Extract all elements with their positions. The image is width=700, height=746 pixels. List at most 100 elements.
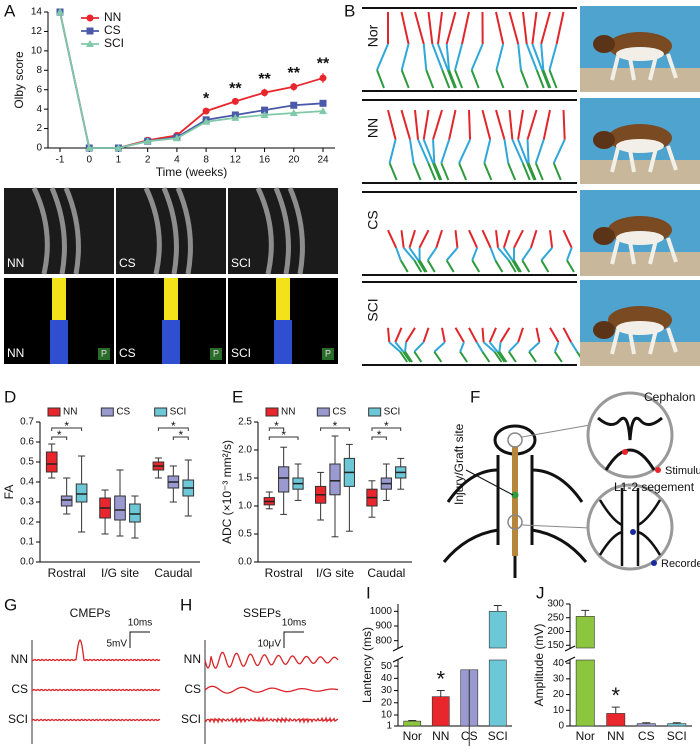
bar xyxy=(488,659,507,727)
marker xyxy=(290,101,298,109)
dog-belly xyxy=(616,321,664,335)
dog-legs xyxy=(610,53,678,81)
stick xyxy=(483,162,493,181)
stick xyxy=(437,43,449,71)
stick xyxy=(409,139,415,164)
stick xyxy=(517,327,524,343)
dog-head xyxy=(593,227,615,245)
marker-label: P xyxy=(325,348,331,358)
stick xyxy=(481,327,485,343)
series-line xyxy=(59,11,324,149)
legend-label: NN xyxy=(281,407,295,418)
zoom-line xyxy=(521,424,591,529)
stimulus-dot xyxy=(622,449,628,455)
stick xyxy=(432,139,436,164)
stick xyxy=(394,341,405,353)
dog-head xyxy=(593,131,615,149)
y-tick-label: 0.6 xyxy=(20,437,34,448)
marker xyxy=(261,106,269,114)
stick xyxy=(454,43,464,71)
panel-label: G xyxy=(4,595,17,614)
stick xyxy=(495,69,505,89)
stick xyxy=(499,327,511,343)
bracket xyxy=(268,436,299,440)
stick xyxy=(426,259,436,273)
trace xyxy=(204,715,339,724)
legend-dot xyxy=(655,467,661,473)
photo-floor xyxy=(580,68,700,92)
bar xyxy=(606,713,626,727)
stick xyxy=(431,43,444,71)
stick xyxy=(495,109,506,140)
panel-label: E xyxy=(232,387,243,406)
y-tick-label: 10 xyxy=(553,705,565,716)
stick xyxy=(468,327,478,343)
stick xyxy=(425,69,435,89)
legend-label: SCI xyxy=(170,407,187,418)
marker xyxy=(319,107,327,115)
annotation: * xyxy=(64,419,69,433)
error-bar xyxy=(642,722,651,724)
error-bar xyxy=(493,604,502,612)
image-label: CS xyxy=(119,346,136,360)
image-label: SCI xyxy=(231,346,251,360)
x-tick-label: I/G site xyxy=(101,566,139,580)
trace-label: NN xyxy=(184,652,201,666)
legend-swatch xyxy=(368,407,382,417)
stick xyxy=(394,327,403,343)
y-tick-label: 1 xyxy=(386,721,392,732)
y-tick-label: 150 xyxy=(547,640,564,651)
y-axis-label: Lantency (ms) xyxy=(360,627,374,703)
y-tick-label: 20 xyxy=(553,689,565,700)
label: Injury/Graft site xyxy=(452,423,466,505)
stick xyxy=(542,69,552,89)
stick xyxy=(441,327,446,343)
x-tick-label: Caudal xyxy=(367,566,405,580)
tract-yellow xyxy=(276,278,290,322)
marker xyxy=(319,74,327,82)
stick xyxy=(422,327,430,343)
bracket xyxy=(371,427,402,431)
bar xyxy=(667,723,687,727)
stick xyxy=(528,341,541,353)
annotation: * xyxy=(274,419,279,433)
legend-swatch xyxy=(154,407,168,417)
stick xyxy=(445,11,457,45)
panel-label: I xyxy=(366,583,371,602)
stick xyxy=(413,351,423,363)
marker xyxy=(114,144,123,151)
marker xyxy=(143,137,152,145)
x-tick-label: 2 xyxy=(145,155,151,166)
stick xyxy=(495,43,505,71)
stick xyxy=(534,162,544,181)
x-tick-label: I/G site xyxy=(316,566,354,580)
stick xyxy=(400,11,410,45)
stick xyxy=(553,341,560,353)
y-tick-label: 250 xyxy=(547,612,564,623)
stick xyxy=(468,229,478,249)
annotation: * xyxy=(57,428,62,442)
stick xyxy=(395,247,402,261)
marker xyxy=(260,110,269,118)
error-bar xyxy=(408,720,417,722)
trace xyxy=(31,718,161,722)
stick xyxy=(535,327,541,343)
row-label: CS xyxy=(365,210,381,229)
stick xyxy=(526,162,536,181)
y-axis-label: Olby score xyxy=(12,51,26,109)
stick xyxy=(535,69,545,89)
stick xyxy=(548,43,558,71)
marker xyxy=(86,40,94,47)
stick xyxy=(541,69,551,89)
photo-floor xyxy=(580,252,700,276)
stick xyxy=(388,139,397,164)
legend-label: CS xyxy=(116,407,130,418)
dog-legs xyxy=(610,145,678,173)
x-tick-label: NN xyxy=(432,729,449,743)
stick xyxy=(525,43,538,71)
stick xyxy=(562,327,572,343)
x-tick-label: 8 xyxy=(203,155,209,166)
stick xyxy=(433,162,443,181)
y-tick-label: 0.3 xyxy=(20,497,34,508)
stick xyxy=(388,341,401,353)
